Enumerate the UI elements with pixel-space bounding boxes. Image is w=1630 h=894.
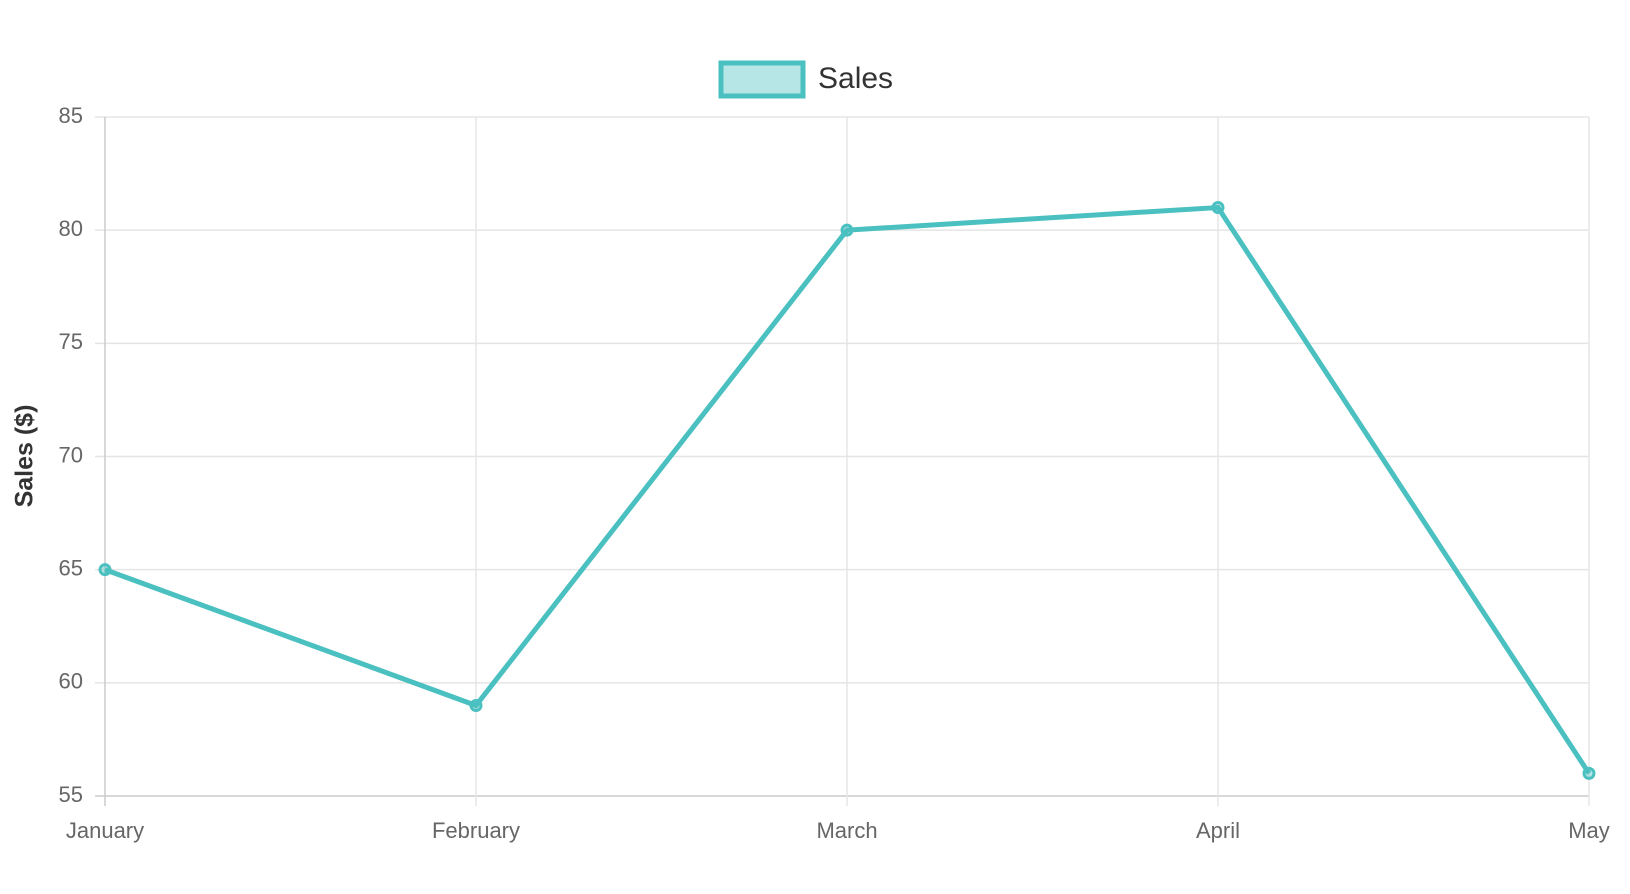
y-tick-label: 55	[59, 782, 83, 807]
line	[104, 204, 1592, 775]
legend-label: Sales	[818, 62, 893, 95]
y-tick-label: 60	[59, 669, 83, 694]
y-tick-label: 70	[59, 442, 83, 467]
y-tick-label: 80	[59, 216, 83, 241]
legend-swatch	[718, 60, 806, 99]
y-tick-label: 65	[59, 555, 83, 580]
point	[98, 563, 112, 577]
y-axis-title: Sales ($)	[11, 405, 39, 508]
y-tick-label: 75	[59, 329, 83, 354]
point	[469, 698, 483, 712]
point	[1582, 766, 1596, 780]
y-tick-label: 85	[59, 103, 83, 128]
x-tick-label: February	[432, 818, 520, 843]
x-tick-label: April	[1196, 818, 1240, 843]
x-tick-label: March	[816, 818, 877, 843]
point	[840, 223, 854, 237]
x-tick-label: May	[1568, 818, 1610, 843]
point	[1211, 201, 1225, 215]
x-tick-label: January	[66, 818, 144, 843]
